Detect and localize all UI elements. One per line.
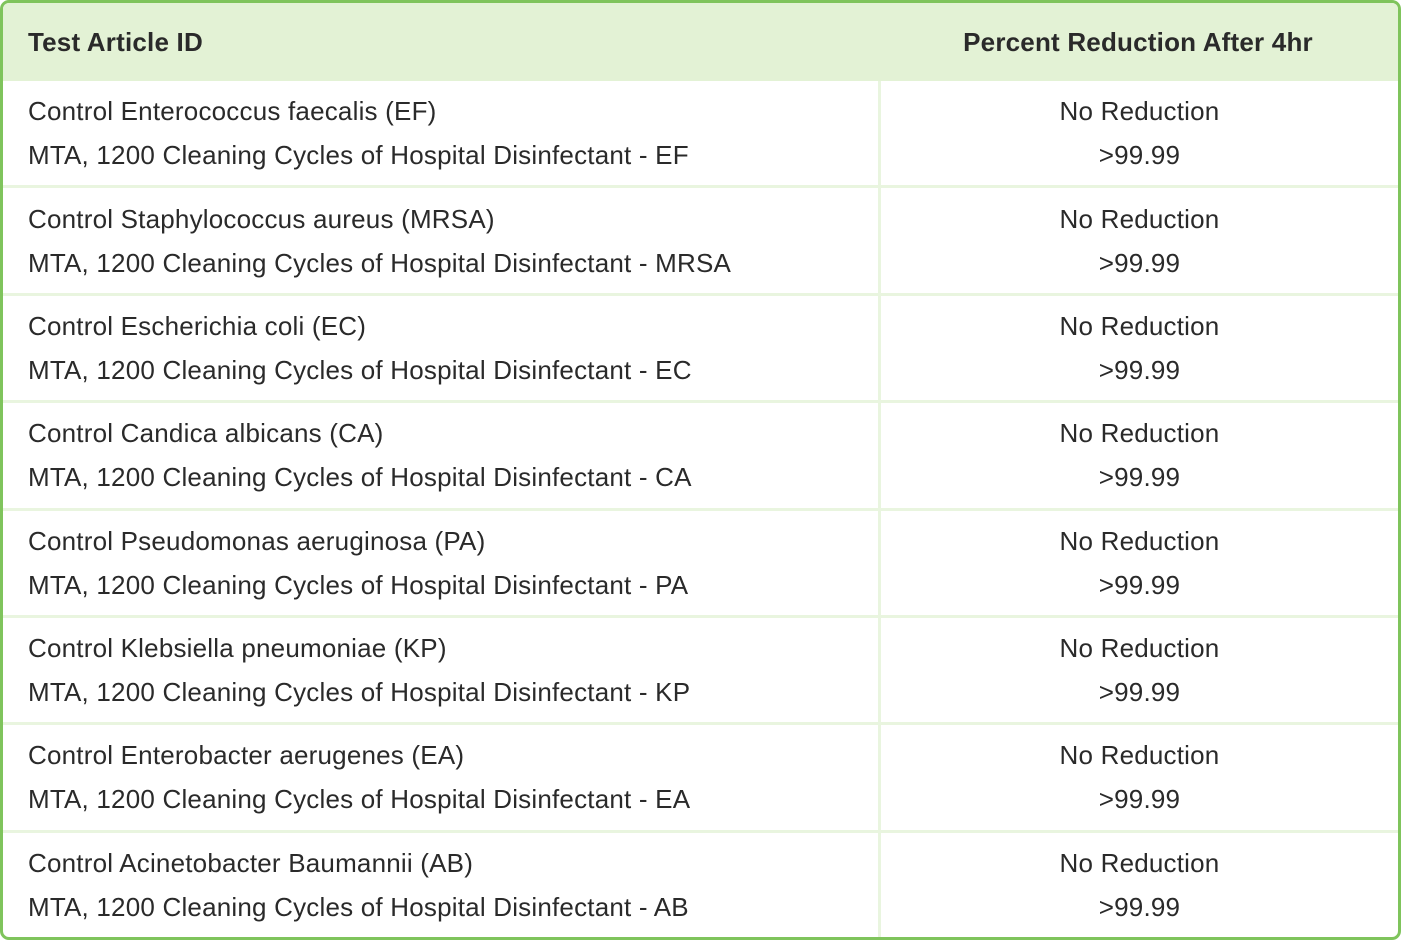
- article-name: Control Escherichia coli (EC): [28, 310, 367, 341]
- table-row: Control Staphylococcus aureus (MRSA) MTA…: [3, 185, 1398, 293]
- article-name: Control Pseudomonas aeruginosa (PA): [28, 525, 486, 556]
- result-control: No Reduction: [1059, 418, 1220, 449]
- result-cell: No Reduction >99.99: [878, 295, 1398, 401]
- article-detail: MTA, 1200 Cleaning Cycles of Hospital Di…: [28, 354, 692, 385]
- result-value: >99.99: [1098, 140, 1181, 171]
- table-row: Control Escherichia coli (EC) MTA, 1200 …: [3, 292, 1398, 401]
- article-detail: MTA, 1200 Cleaning Cycles of Hospital Di…: [28, 140, 689, 171]
- result-cell: No Reduction >99.99: [878, 188, 1398, 293]
- table-row: Control Enterococcus faecalis (EF) MTA, …: [3, 81, 1398, 186]
- article-name: Control Acinetobacter Baumannii (AB): [28, 847, 474, 878]
- test-article-cell: Control Enterobacter aerugenes (EA) MTA,…: [3, 725, 878, 829]
- result-value: >99.99: [1098, 247, 1181, 278]
- table-row: Control Acinetobacter Baumannii (AB) MTA…: [3, 829, 1398, 937]
- result-control: No Reduction: [1059, 633, 1220, 664]
- table-row: Control Candica albicans (CA) MTA, 1200 …: [3, 400, 1398, 508]
- table-row: Control Enterobacter aerugenes (EA) MTA,…: [3, 722, 1398, 830]
- table-row: Control Pseudomonas aeruginosa (PA) MTA,…: [3, 507, 1398, 615]
- result-control: No Reduction: [1059, 847, 1220, 878]
- result-value: >99.99: [1098, 569, 1181, 600]
- result-control: No Reduction: [1059, 525, 1220, 556]
- result-cell: No Reduction >99.99: [878, 510, 1398, 615]
- result-cell: No Reduction >99.99: [878, 81, 1398, 186]
- result-value: >99.99: [1098, 891, 1181, 922]
- article-name: Control Candica albicans (CA): [28, 418, 384, 449]
- test-article-cell: Control Escherichia coli (EC) MTA, 1200 …: [3, 296, 878, 400]
- result-control: No Reduction: [1059, 740, 1220, 771]
- result-control: No Reduction: [1059, 203, 1220, 234]
- test-article-cell: Control Pseudomonas aeruginosa (PA) MTA,…: [3, 511, 878, 615]
- article-name: Control Enterobacter aerugenes (EA): [28, 740, 465, 771]
- test-article-cell: Control Acinetobacter Baumannii (AB) MTA…: [3, 833, 878, 937]
- article-name: Control Enterococcus faecalis (EF): [28, 96, 437, 127]
- result-cell: No Reduction >99.99: [878, 832, 1398, 937]
- article-name: Control Staphylococcus aureus (MRSA): [28, 203, 495, 234]
- table-body: Control Enterococcus faecalis (EF) MTA, …: [3, 81, 1398, 937]
- column-header-test-article-id: Test Article ID: [28, 26, 203, 57]
- column-header-percent-reduction: Percent Reduction After 4hr: [963, 26, 1313, 57]
- test-article-cell: Control Enterococcus faecalis (EF) MTA, …: [3, 81, 878, 185]
- article-detail: MTA, 1200 Cleaning Cycles of Hospital Di…: [28, 462, 692, 493]
- article-detail: MTA, 1200 Cleaning Cycles of Hospital Di…: [28, 569, 689, 600]
- result-cell: No Reduction >99.99: [878, 403, 1398, 508]
- table-header-row: Test Article ID Percent Reduction After …: [3, 3, 1398, 81]
- test-article-cell: Control Staphylococcus aureus (MRSA) MTA…: [3, 188, 878, 292]
- result-cell: No Reduction >99.99: [878, 617, 1398, 723]
- table-row: Control Klebsiella pneumoniae (KP) MTA, …: [3, 614, 1398, 723]
- result-value: >99.99: [1098, 784, 1181, 815]
- result-value: >99.99: [1098, 462, 1181, 493]
- test-article-cell: Control Candica albicans (CA) MTA, 1200 …: [3, 403, 878, 507]
- article-detail: MTA, 1200 Cleaning Cycles of Hospital Di…: [28, 247, 732, 278]
- article-detail: MTA, 1200 Cleaning Cycles of Hospital Di…: [28, 677, 691, 708]
- article-detail: MTA, 1200 Cleaning Cycles of Hospital Di…: [28, 784, 691, 815]
- result-value: >99.99: [1098, 677, 1181, 708]
- article-detail: MTA, 1200 Cleaning Cycles of Hospital Di…: [28, 891, 689, 922]
- result-control: No Reduction: [1059, 310, 1220, 341]
- article-name: Control Klebsiella pneumoniae (KP): [28, 633, 447, 664]
- result-cell: No Reduction >99.99: [878, 725, 1398, 830]
- test-article-cell: Control Klebsiella pneumoniae (KP) MTA, …: [3, 618, 878, 722]
- result-value: >99.99: [1098, 354, 1181, 385]
- result-control: No Reduction: [1059, 96, 1220, 127]
